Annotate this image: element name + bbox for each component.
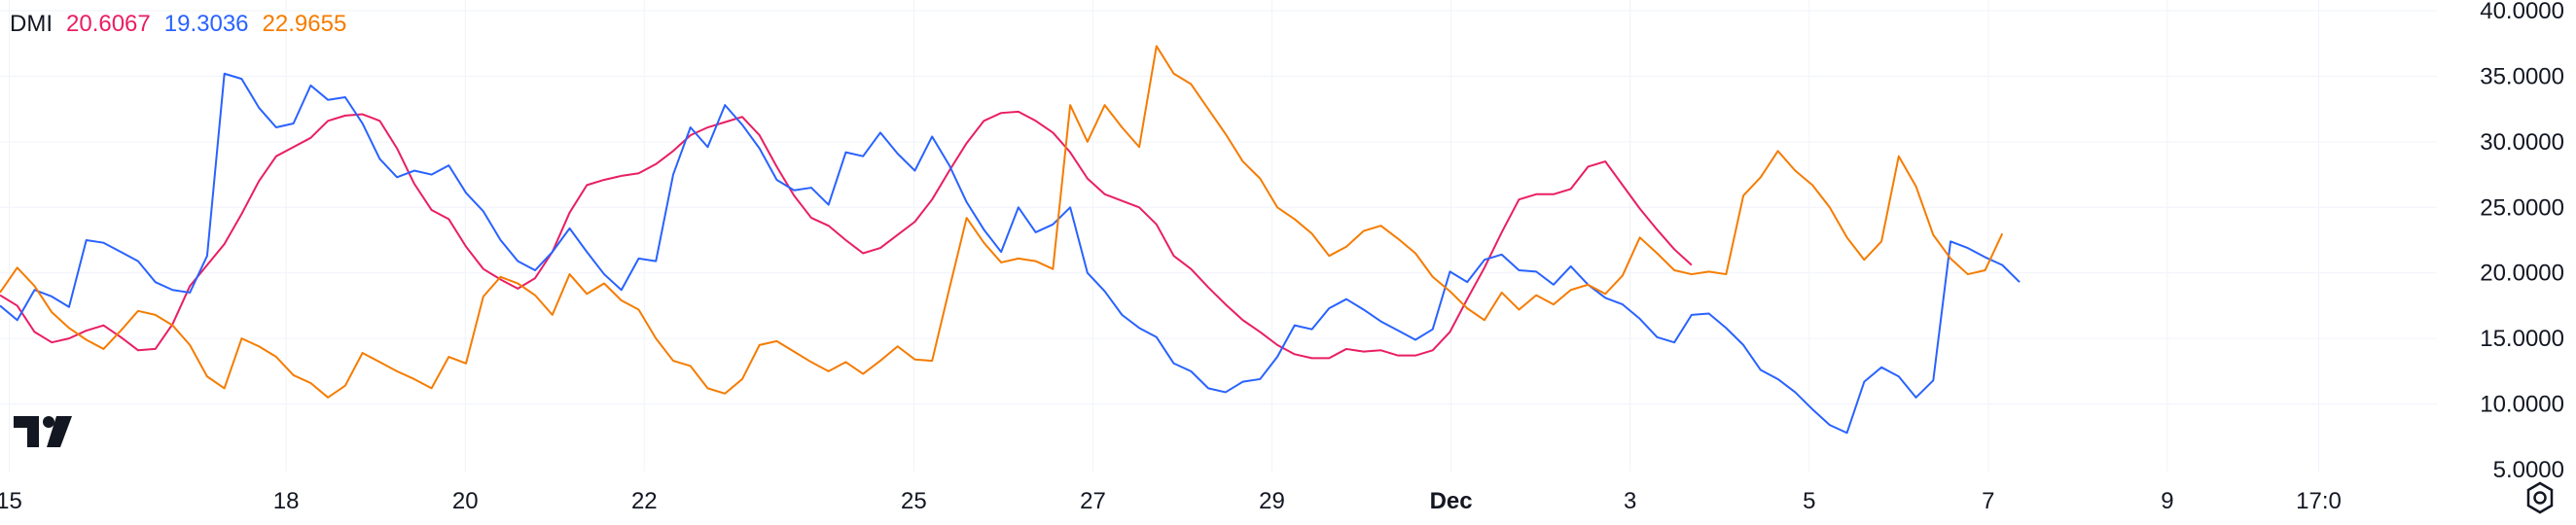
price-axis: 5.0000 10.0000 15.0000 20.0000 25.0000 30.000… bbox=[2480, 0, 2564, 483]
legend-value-mdi: 19.3036 bbox=[163, 11, 249, 37]
time-axis: 15 18 20 22 25 27 29 Dec 3 5 7 9 17:0 bbox=[0, 488, 2342, 514]
series-line-pdi[interactable] bbox=[0, 110, 1693, 360]
y-tick-label: 25.0000 bbox=[2480, 194, 2564, 221]
series-line-mdi[interactable] bbox=[0, 72, 2021, 435]
x-tick-label: 27 bbox=[1080, 488, 1106, 514]
x-tick-label: Dec bbox=[1430, 488, 1473, 514]
indicator-legend[interactable]: DMI 20.6067 19.3036 22.9655 bbox=[10, 10, 346, 39]
chart-series bbox=[0, 45, 2021, 435]
series-line-adx[interactable] bbox=[0, 45, 2004, 399]
settings-gear-icon[interactable] bbox=[2523, 481, 2557, 519]
x-tick-label: 20 bbox=[452, 488, 479, 514]
x-tick-label: 3 bbox=[1624, 488, 1636, 514]
x-tick-label: 17:0 bbox=[2296, 488, 2342, 514]
indicator-name: DMI bbox=[10, 11, 53, 37]
legend-value-pdi: 20.6067 bbox=[66, 11, 151, 37]
y-tick-label: 40.0000 bbox=[2480, 0, 2564, 24]
y-tick-label: 5.0000 bbox=[2493, 457, 2564, 483]
x-tick-label: 5 bbox=[1803, 488, 1815, 514]
x-tick-label: 29 bbox=[1259, 488, 1285, 514]
legend-value-adx: 22.9655 bbox=[262, 11, 347, 37]
y-tick-label: 30.0000 bbox=[2480, 129, 2564, 156]
y-tick-label: 10.0000 bbox=[2480, 392, 2564, 418]
chart-grid bbox=[0, 0, 2437, 472]
y-tick-label: 35.0000 bbox=[2480, 63, 2564, 89]
x-tick-label: 9 bbox=[2161, 488, 2173, 514]
tradingview-logo[interactable] bbox=[14, 416, 76, 452]
x-tick-label: 15 bbox=[0, 488, 22, 514]
y-tick-label: 15.0000 bbox=[2480, 326, 2564, 352]
x-tick-label: 18 bbox=[273, 488, 300, 514]
y-tick-label: 20.0000 bbox=[2480, 261, 2564, 287]
x-tick-label: 25 bbox=[901, 488, 927, 514]
x-tick-label: 7 bbox=[1982, 488, 1994, 514]
x-tick-label: 22 bbox=[631, 488, 658, 514]
